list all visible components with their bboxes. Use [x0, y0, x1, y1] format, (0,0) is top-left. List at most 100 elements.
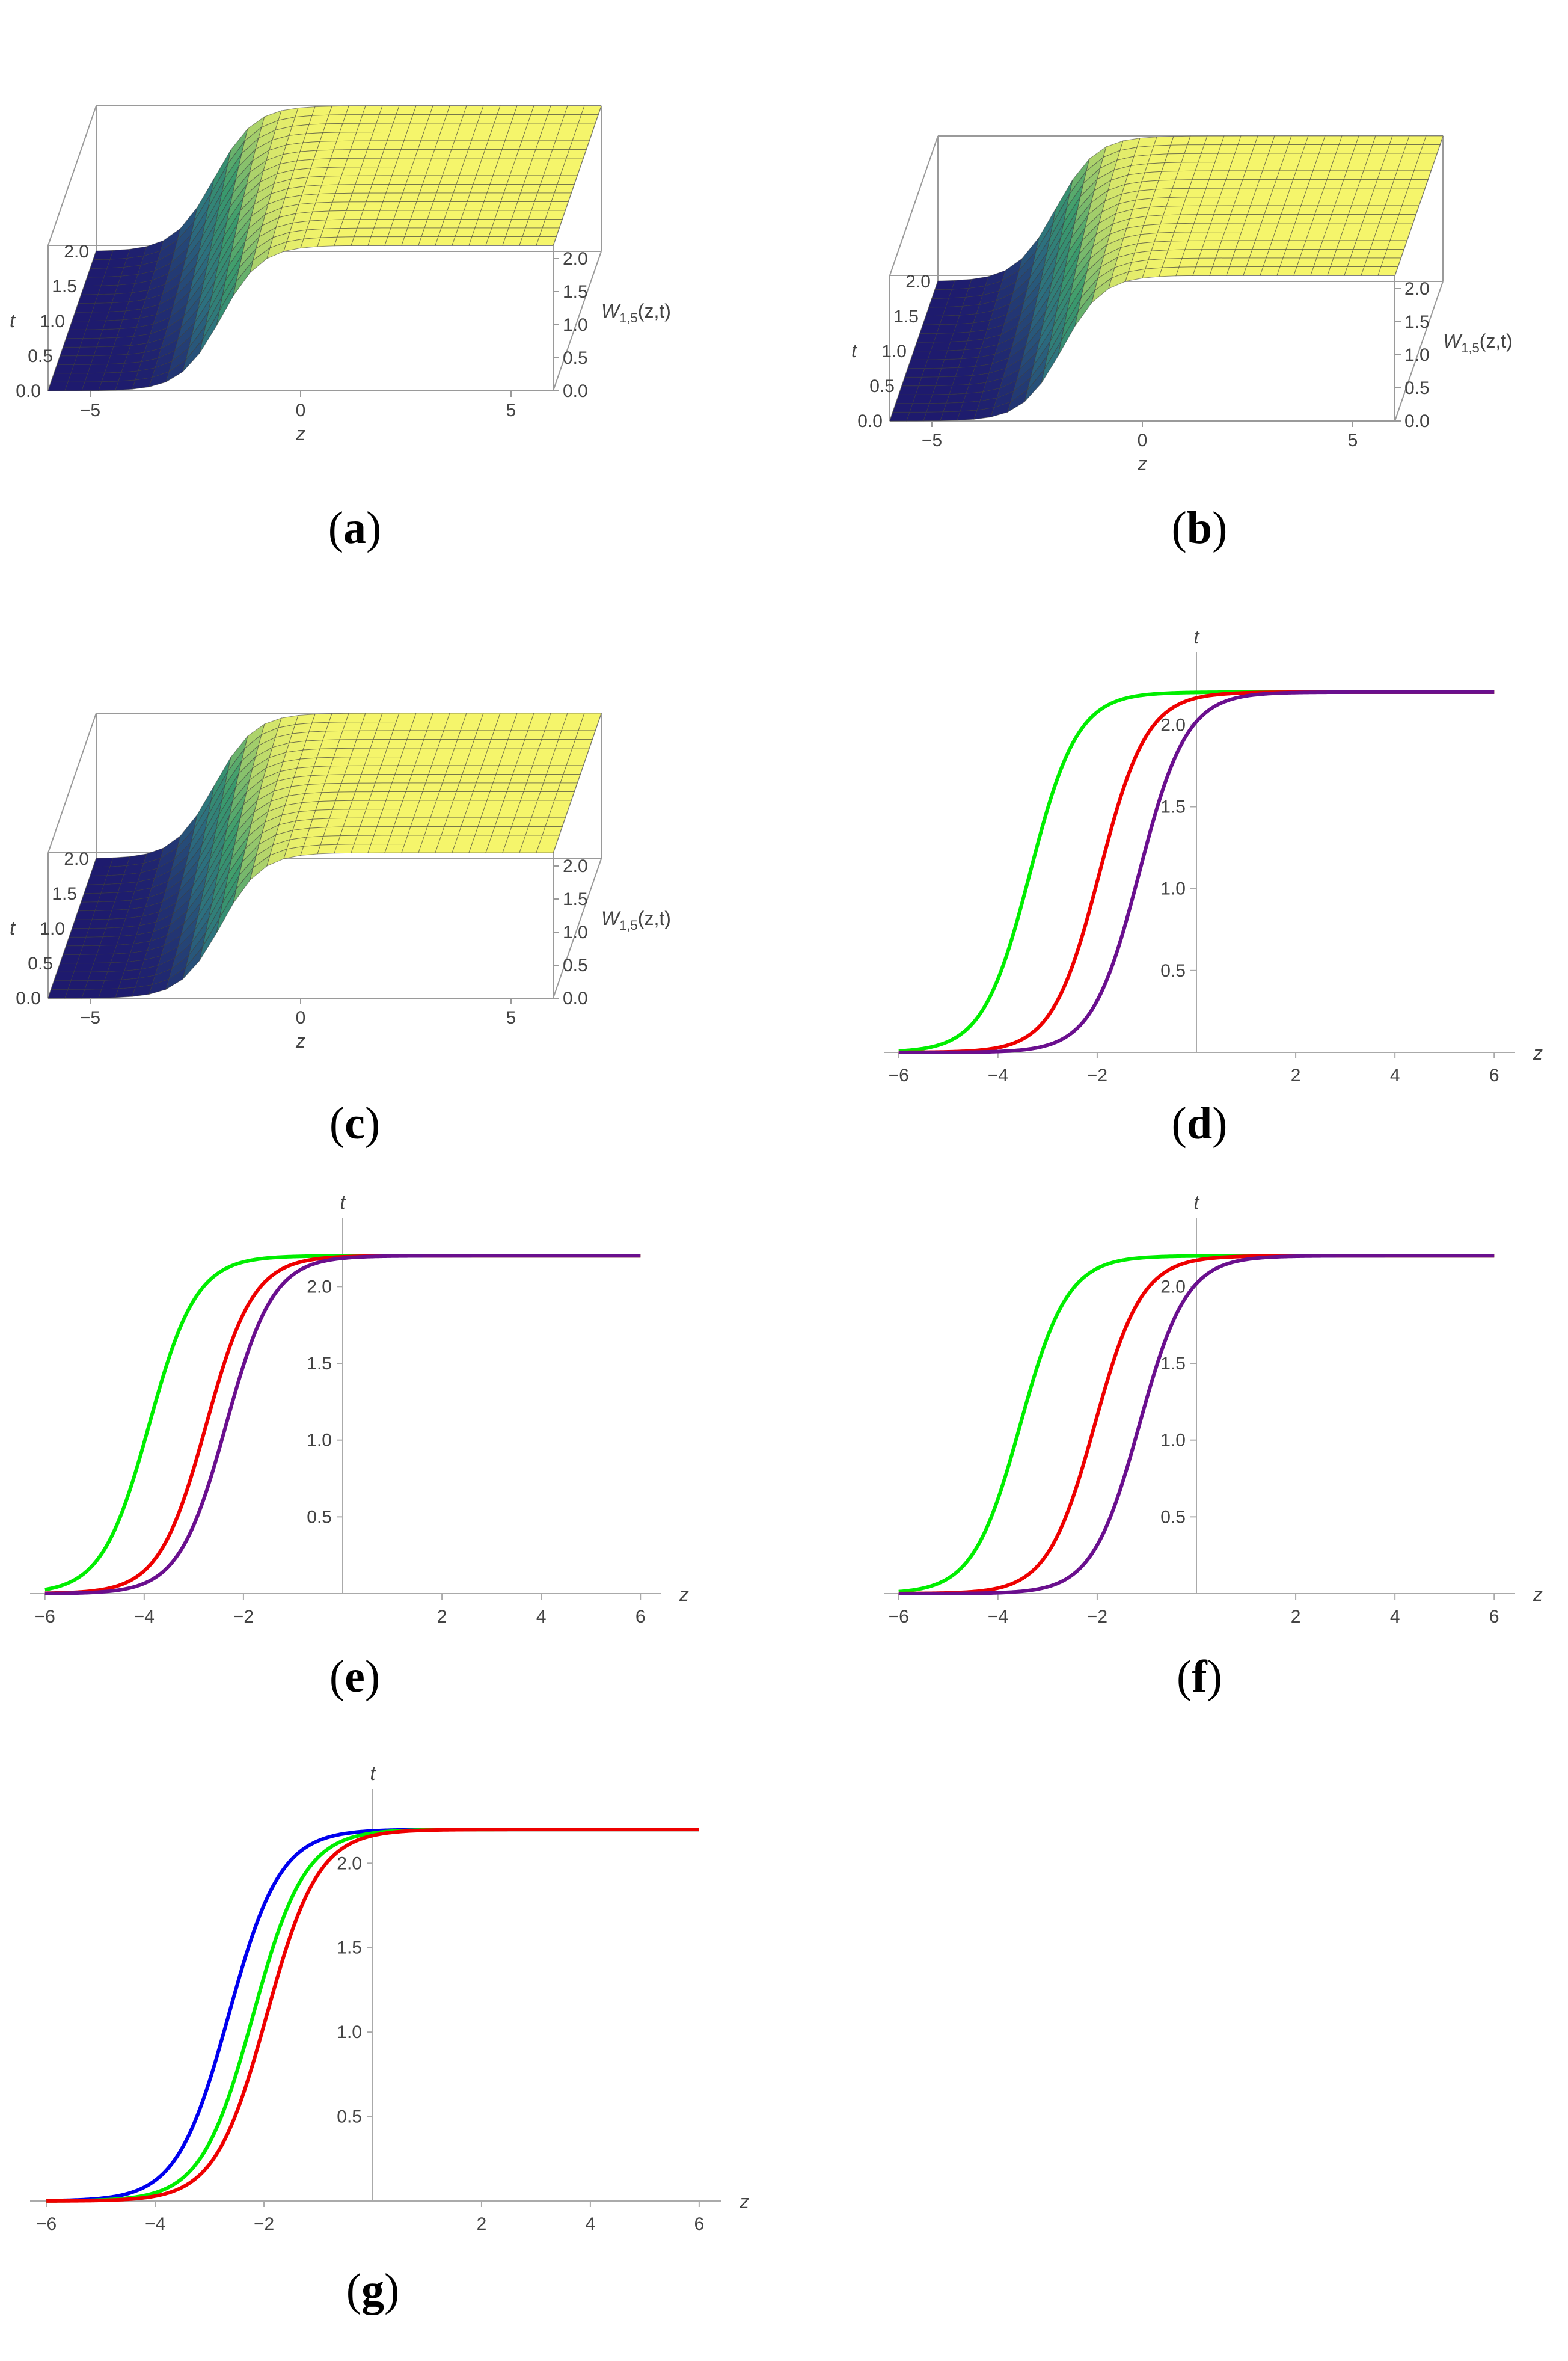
- y-axis-label: t: [340, 1191, 346, 1213]
- surface-patch: [454, 132, 475, 141]
- surface-patch: [57, 963, 78, 972]
- surface-patch: [531, 809, 552, 818]
- surface-patch: [420, 739, 441, 749]
- surface-patch: [480, 713, 501, 722]
- surface-patch: [429, 105, 450, 115]
- surface-patch: [448, 149, 469, 159]
- surface-patch: [1372, 135, 1393, 145]
- surface-patch: [1288, 232, 1309, 241]
- surface-patch: [476, 167, 497, 176]
- surface-patch: [414, 149, 435, 159]
- surface-patch: [1413, 162, 1435, 171]
- surface-patch: [501, 140, 522, 150]
- surface-patch: [504, 739, 525, 749]
- x-tick-label: 4: [586, 2214, 596, 2234]
- surface-patch: [1346, 162, 1367, 171]
- surface-patch: [566, 757, 587, 766]
- caption-f: (f): [1177, 1651, 1222, 1702]
- surface-patch: [1220, 135, 1242, 146]
- w-tick-label: 1.0: [1404, 345, 1430, 365]
- surface-patch: [1261, 214, 1282, 224]
- surface-patch: [341, 167, 362, 177]
- surface-patch: [84, 980, 105, 990]
- surface-patch: [515, 757, 536, 766]
- line-svg-g: −6 −4 −2 2 4 6 0.5 1.0 1.5 2.0 z t: [30, 1763, 749, 2234]
- surface-patch: [343, 210, 364, 220]
- surface-patch: [1308, 223, 1329, 232]
- surface-patch: [1401, 197, 1423, 206]
- surface-patch: [434, 140, 455, 150]
- surface-patch: [1281, 205, 1302, 215]
- surface-patch: [1351, 197, 1372, 206]
- caption-c: (c): [329, 1098, 381, 1149]
- surface-patch: [1313, 257, 1334, 267]
- surface-patch: [411, 765, 432, 775]
- surface-patch: [388, 175, 409, 185]
- surface-patch: [1204, 232, 1225, 241]
- surface-patch: [531, 201, 552, 211]
- t-axis-label: t: [10, 917, 16, 939]
- surface-patch: [1294, 214, 1315, 224]
- surface-patch: [1407, 179, 1429, 189]
- surface-patch: [1279, 162, 1300, 171]
- surface-patch: [548, 201, 569, 211]
- surface-patch: [1184, 144, 1205, 154]
- surface-patch: [328, 105, 349, 115]
- surface-patch: [542, 826, 563, 836]
- surface-patch: [1172, 179, 1193, 189]
- surface-plot-a: −5 0 5 z 0.0 0.5 1.0 1.5 2.0 t 0.0 0.5 1.0 1.5 2.0 W1,5…: [10, 12, 709, 469]
- surface-patch: [402, 184, 423, 194]
- surface-patch: [87, 268, 108, 278]
- surface-patch: [1258, 223, 1279, 232]
- surface-patch: [69, 928, 90, 938]
- surface-patch: [1219, 188, 1240, 198]
- surface-patch: [575, 123, 596, 132]
- surface-patch: [1296, 257, 1317, 267]
- surface-patch: [1214, 153, 1236, 163]
- surface-patch: [1180, 205, 1201, 215]
- surface-patch: [1293, 266, 1314, 276]
- surface-patch: [391, 167, 412, 176]
- surface-patch: [450, 192, 471, 202]
- surface-patch: [330, 149, 351, 159]
- surface-patch: [1216, 196, 1237, 206]
- surface-patch: [504, 132, 525, 141]
- surface-patch: [1383, 249, 1404, 259]
- y-tick-label: 1.0: [307, 1431, 332, 1451]
- surface-patch: [489, 782, 510, 792]
- surface-patch: [411, 158, 432, 167]
- surface-patch: [1368, 197, 1389, 206]
- surface-patch: [342, 722, 363, 731]
- surface-svg-a: −5 0 5 z 0.0 0.5 1.0 1.5 2.0 t 0.0 0.5 1.0 1.5 2.0 W1,5…: [10, 105, 671, 444]
- surface-patch: [1269, 240, 1290, 250]
- surface-patch: [480, 105, 501, 115]
- x-tick-label: −6: [889, 1607, 909, 1627]
- surface-patch: [486, 791, 507, 801]
- surface-patch: [1360, 170, 1381, 180]
- surface-patch: [412, 713, 433, 722]
- surface-patch: [337, 227, 358, 238]
- surface-patch: [337, 835, 358, 845]
- surface-patch: [1228, 162, 1249, 171]
- surface-patch: [451, 748, 472, 757]
- surface-patch: [370, 131, 391, 141]
- surface-patch: [396, 105, 417, 115]
- surface-patch: [399, 800, 420, 809]
- t-tick-label: 1.5: [52, 277, 77, 296]
- surface-patch: [497, 713, 518, 722]
- surface-patch: [431, 149, 452, 159]
- surface-patch: [1327, 266, 1348, 276]
- surface-patch: [464, 201, 485, 211]
- surface-patch: [1242, 170, 1263, 180]
- x-tick-label: −6: [36, 2214, 57, 2234]
- surface-patch: [528, 817, 549, 827]
- surface-patch: [1187, 135, 1208, 146]
- surface-patch: [1190, 223, 1211, 233]
- surface-patch: [527, 722, 548, 731]
- surface-patch: [537, 184, 558, 194]
- surface-patch: [514, 201, 535, 211]
- surface-patch: [1175, 266, 1196, 277]
- surface-patch: [898, 385, 919, 395]
- surface-patch: [453, 184, 474, 194]
- surface-patch: [325, 722, 346, 732]
